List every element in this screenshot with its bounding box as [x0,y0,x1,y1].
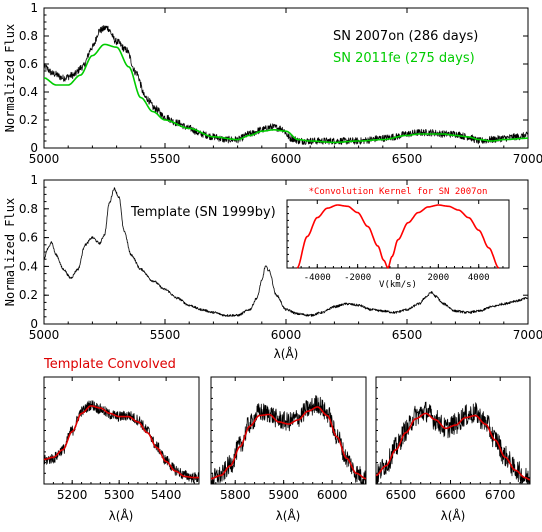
panel-bottom-2: 5800 5900 6000 λ(Å) [210,376,367,523]
x-tick-label: 5500 [150,152,181,166]
y-tick-label: 0.2 [19,113,38,127]
x-tick-label: 5800 [220,488,251,502]
panel-bottom-1-x-axis-label: λ(Å) [109,508,134,523]
panel-bottom-2-lines [210,395,367,485]
panel-middle-x-axis-label: λ(Å) [274,346,299,361]
panel-bottom-3-lines [375,401,531,485]
y-tick-label: 0.8 [19,202,38,216]
panel-middle-lines [43,187,529,317]
panel-middle-y-axis-label: Normalized Flux [3,198,17,306]
x-tick-label: 6000 [271,328,302,342]
template-annotation: Template (SN 1999by) [130,205,276,220]
panel-top-ticks: 5000 5500 6000 6500 7000 0 0.2 0.4 0.6 0.8 1 [19,1,542,166]
y-tick-label: 0.4 [19,259,38,273]
x-tick-label: -2000 [344,273,371,283]
panel-bottom-1-lines [43,400,200,483]
x-tick-label: 5000 [29,328,60,342]
series-line-observed [375,401,531,485]
y-tick-label: 0 [30,141,38,155]
panel-bottom-2-ticks: 5800 5900 6000 [211,377,362,502]
y-tick-label: 0 [30,317,38,331]
series-line-convolved [211,406,367,480]
x-tick-label: 5500 [150,328,181,342]
y-tick-label: 0.4 [19,85,38,99]
template-convolved-title: Template Convolved [43,357,176,372]
inset-title: *Convolution Kernel for SN 2007on [309,187,488,197]
y-tick-label: 1 [30,1,38,15]
panel-top-comparison: 5000 5500 6000 6500 7000 0 0.2 0.4 0.6 0.8 1 Norma… [3,1,542,166]
y-tick-label: 0.2 [19,288,38,302]
x-tick-label: 7000 [513,328,542,342]
panel-middle-template: 5000 5500 6000 6500 7000 0 0.2 0.4 0.6 0.8 1 Norma… [3,173,542,361]
legend-sn-2007on: SN 2007on (286 days) [333,29,478,44]
x-tick-label: 6500 [392,152,423,166]
x-tick-label: 5000 [29,152,60,166]
panel-bottom-2-x-axis-label: λ(Å) [276,508,301,523]
inset-frame [286,199,510,269]
panel-middle-ticks: 5000 5500 6000 6500 7000 0 0.2 0.4 0.6 0.8 1 [19,173,542,342]
y-tick-label: 0.8 [19,29,38,43]
panel-top-lines [43,25,529,145]
panel-top-y-axis-label: Normalized Flux [3,24,17,132]
legend-sn-2011fe: SN 2011fe (275 days) [333,51,475,66]
panel-bottom-1-ticks: 5200 5300 5400 [43,377,195,502]
x-tick-label: 4000 [468,273,490,283]
panel-inset-kernel: -4000 -2000 0 2000 4000 *Convolution Kernel … [286,187,510,290]
series-line-convolved [43,405,199,479]
panel-bottom-3-x-axis-label: λ(Å) [441,508,466,523]
series-line-template-sn-1999by- [43,187,529,317]
x-tick-label: 6700 [485,488,516,502]
x-tick-label: 6000 [271,152,302,166]
x-tick-label: 5200 [57,488,88,502]
y-tick-label: 0.6 [19,57,38,71]
panel-bottom-3: 6500 6600 6700 λ(Å) [375,376,531,523]
y-tick-label: 1 [30,173,38,187]
series-line-convolved [375,412,531,481]
inset-ticks: -4000 -2000 0 2000 4000 [287,200,504,283]
panel-bottom-1: 5200 5300 5400 λ(Å) [43,376,200,523]
y-tick-label: 0.6 [19,231,38,245]
inset-lines [296,204,500,269]
x-tick-label: 6500 [392,328,423,342]
x-tick-label: -4000 [304,273,331,283]
panel-bottom-3-ticks: 6500 6600 6700 [376,377,531,502]
x-tick-label: 6000 [317,488,348,502]
x-tick-label: 2000 [428,273,450,283]
x-tick-label: 7000 [513,152,542,166]
x-tick-label: 5300 [104,488,135,502]
series-line-sn-2011fe-275-days- [43,43,528,144]
x-tick-label: 6500 [386,488,417,502]
x-tick-label: 6600 [435,488,466,502]
series-line-kernel [296,204,500,269]
x-tick-label: 0 [395,273,400,283]
x-tick-label: 5400 [151,488,182,502]
inset-x-axis-label: V(km/s) [379,280,417,290]
x-tick-label: 5900 [268,488,299,502]
